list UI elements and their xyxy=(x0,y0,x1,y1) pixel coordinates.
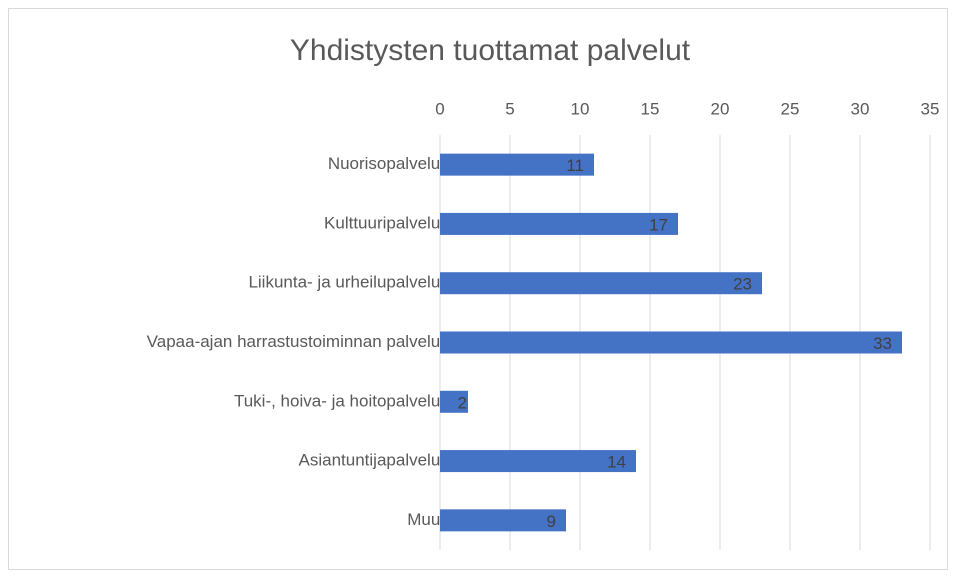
y-tick-label: Asiantuntijapalvelut xyxy=(299,451,446,470)
bar xyxy=(440,331,902,354)
y-tick-label: Muut xyxy=(407,510,445,529)
chart-title: Yhdistysten tuottamat palvelut xyxy=(290,34,691,67)
bar xyxy=(440,450,636,473)
y-tick-label: Nuorisopalvelut xyxy=(328,154,445,173)
bar xyxy=(440,390,468,413)
data-label: 23 xyxy=(733,275,752,294)
x-tick-label: 30 xyxy=(851,99,870,118)
y-tick-label: Liikunta- ja urheilupalvelut xyxy=(248,273,445,292)
data-label: 11 xyxy=(566,156,584,175)
data-label: 9 xyxy=(547,512,556,531)
data-label: 14 xyxy=(607,453,626,472)
y-tick-label: Vapaa-ajan harrastustoiminnan palvelut xyxy=(147,332,446,351)
data-label: 33 xyxy=(873,334,892,353)
x-tick-label: 25 xyxy=(781,99,800,118)
x-tick-label: 10 xyxy=(571,99,590,118)
y-tick-label: Tuki-, hoiva- ja hoitopalvelut xyxy=(234,391,445,410)
bar xyxy=(440,509,566,532)
y-tick-label: Kulttuuripalvelut xyxy=(324,213,445,232)
x-tick-label: 35 xyxy=(921,99,940,118)
x-tick-label: 5 xyxy=(505,99,514,118)
x-tick-label: 20 xyxy=(711,99,730,118)
data-label: 2 xyxy=(458,393,467,412)
bar xyxy=(440,212,678,235)
data-label: 17 xyxy=(649,215,668,234)
x-tick-label: 15 xyxy=(641,99,660,118)
bar xyxy=(440,272,762,295)
x-tick-label: 0 xyxy=(435,99,444,118)
bar xyxy=(440,153,594,176)
